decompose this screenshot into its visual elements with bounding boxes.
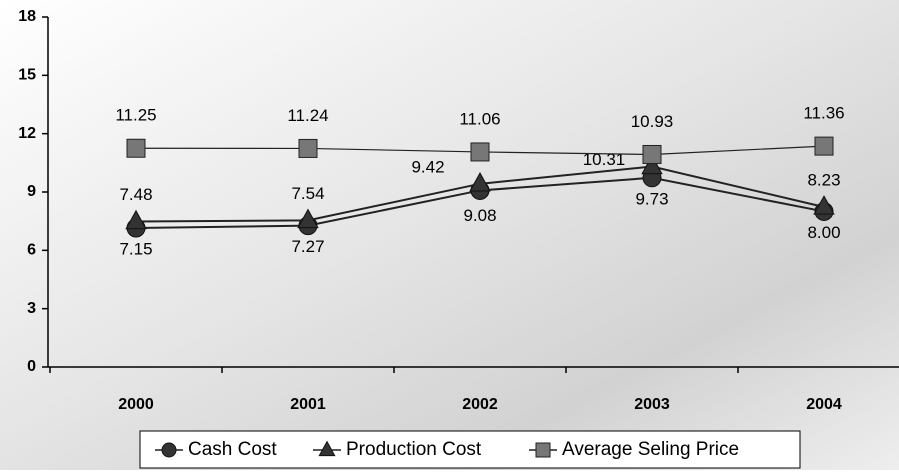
legend-label: Average Seling Price [562,439,739,460]
y-tick-label: 18 [18,8,36,25]
marker [642,144,662,164]
data-label: 7.48 [119,185,152,204]
x-tick-label: 2000 [118,396,154,413]
y-tick-label: 12 [18,125,36,142]
data-label: 11.36 [803,104,844,123]
marker [126,138,146,158]
data-label: 11.06 [459,109,500,128]
data-label: 7.15 [119,239,152,258]
x-tick-label: 2002 [462,396,498,413]
data-label: 8.00 [807,223,840,242]
legend-marker [318,440,336,457]
data-label: 10.93 [631,112,674,131]
marker [469,171,491,192]
y-tick-label: 9 [27,183,36,200]
marker [297,208,319,229]
data-label: 8.23 [807,170,840,189]
data-label: 9.08 [463,206,496,225]
y-tick-label: 15 [18,67,36,84]
data-label: 10.31 [583,150,626,169]
data-label: 9.42 [411,157,444,176]
legend-box [139,430,801,469]
marker [125,209,147,230]
legend-label: Cash Cost [188,439,277,460]
legend-marker [535,442,551,458]
data-label: 7.54 [291,184,324,203]
legend-label: Production Cost [346,439,482,460]
data-label: 9.73 [635,189,668,208]
data-label: 11.24 [287,106,328,125]
x-tick-label: 2003 [634,396,670,413]
x-tick-label: 2001 [290,396,326,413]
marker [814,136,834,156]
y-tick-label: 6 [27,242,36,259]
y-tick-label: 3 [27,300,36,317]
y-tick-label: 0 [27,358,36,375]
data-label: 11.25 [115,106,156,125]
marker [813,195,835,215]
data-label: 7.27 [291,237,324,256]
marker [641,154,663,175]
marker [298,138,318,158]
legend-marker [161,442,177,458]
marker [470,142,490,162]
x-tick-label: 2004 [806,396,842,413]
